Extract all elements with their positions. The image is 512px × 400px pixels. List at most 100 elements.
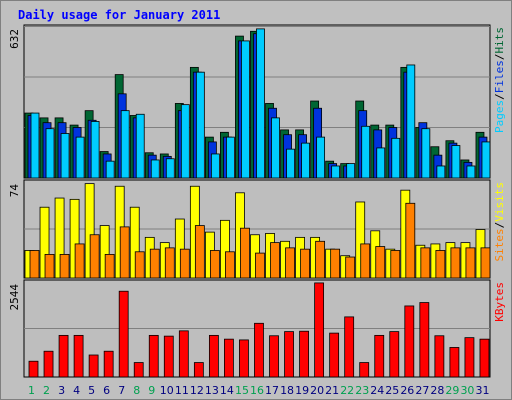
bar-pages-26 bbox=[406, 64, 416, 179]
day-label-25: 25 bbox=[385, 384, 399, 397]
bar-kbytes-14 bbox=[224, 338, 234, 378]
bar-pages-18 bbox=[286, 148, 295, 179]
bar-pages-24 bbox=[376, 147, 386, 179]
day-label-9: 9 bbox=[148, 384, 155, 397]
day-label-14: 14 bbox=[220, 384, 234, 397]
day-label-24: 24 bbox=[370, 384, 384, 397]
bar-sites-31 bbox=[480, 247, 491, 279]
bar-kbytes-4 bbox=[73, 334, 84, 378]
bar-sites-20 bbox=[315, 240, 326, 279]
bar-pages-15 bbox=[241, 40, 250, 179]
bar-pages-7 bbox=[120, 110, 130, 179]
bar-kbytes-27 bbox=[419, 302, 430, 378]
bar-kbytes-21 bbox=[329, 332, 340, 378]
bar-sites-27 bbox=[420, 247, 431, 279]
day-label-30: 30 bbox=[460, 384, 474, 397]
day-label-7: 7 bbox=[118, 384, 125, 397]
bar-sites-25 bbox=[390, 250, 401, 279]
bar-sites-23 bbox=[360, 243, 371, 279]
bar-visits-14 bbox=[220, 219, 230, 279]
bar-pages-19 bbox=[301, 142, 310, 179]
day-label-11: 11 bbox=[175, 384, 189, 397]
panel-middle: 74 Sites/Visits bbox=[8, 179, 506, 279]
day-label-27: 27 bbox=[415, 384, 429, 397]
bar-sites-19 bbox=[300, 248, 310, 279]
series-pages bbox=[30, 28, 491, 179]
legend-item-kbytes: KBytes bbox=[493, 282, 506, 322]
bar-kbytes-7 bbox=[118, 290, 129, 378]
day-label-31: 31 bbox=[475, 384, 489, 397]
bar-pages-13 bbox=[210, 153, 220, 179]
bar-kbytes-17 bbox=[269, 335, 279, 378]
bar-kbytes-13 bbox=[208, 334, 219, 378]
bar-kbytes-16 bbox=[254, 322, 264, 378]
bar-kbytes-30 bbox=[464, 337, 475, 378]
day-label-4: 4 bbox=[73, 384, 80, 397]
bar-kbytes-10 bbox=[163, 335, 174, 378]
bar-visits-5 bbox=[84, 183, 95, 279]
day-label-13: 13 bbox=[205, 384, 219, 397]
bar-kbytes-3 bbox=[58, 334, 69, 378]
bar-kbytes-19 bbox=[299, 330, 309, 378]
bar-pages-25 bbox=[391, 137, 401, 179]
bar-visits-6 bbox=[99, 225, 110, 279]
bar-sites-16 bbox=[255, 252, 265, 279]
bar-pages-6 bbox=[105, 160, 115, 179]
ymax-label-top: 632 bbox=[8, 29, 21, 49]
day-label-21: 21 bbox=[325, 384, 339, 397]
day-label-16: 16 bbox=[250, 384, 264, 397]
bar-pages-27 bbox=[421, 128, 431, 179]
legend-top: Pages/Files/Hits bbox=[493, 27, 506, 133]
ymax-label-middle: 74 bbox=[8, 184, 21, 198]
legend-item-visits: Visits bbox=[493, 182, 506, 222]
bar-kbytes-22 bbox=[344, 316, 355, 378]
bar-kbytes-25 bbox=[389, 331, 400, 378]
bar-pages-3 bbox=[60, 133, 70, 179]
bar-visits-4 bbox=[69, 198, 80, 279]
bar-kbytes-31 bbox=[479, 338, 490, 378]
bar-kbytes-15 bbox=[239, 339, 249, 378]
chart-title: Daily usage for January 2011 bbox=[18, 8, 220, 22]
day-label-23: 23 bbox=[355, 384, 369, 397]
bar-pages-14 bbox=[226, 136, 235, 179]
bar-kbytes-5 bbox=[88, 354, 99, 378]
day-label-2: 2 bbox=[43, 384, 50, 397]
bar-kbytes-23 bbox=[359, 362, 370, 378]
bar-pages-22 bbox=[346, 163, 356, 179]
bar-pages-12 bbox=[195, 71, 205, 179]
legend-item-pages: Pages bbox=[493, 100, 506, 133]
bar-kbytes-9 bbox=[148, 334, 159, 378]
bar-pages-4 bbox=[75, 136, 85, 179]
day-label-20: 20 bbox=[310, 384, 324, 397]
bar-kbytes-20 bbox=[314, 282, 325, 378]
day-label-15: 15 bbox=[235, 384, 249, 397]
bar-visits-11 bbox=[174, 218, 185, 279]
day-label-3: 3 bbox=[58, 384, 65, 397]
bar-sites-14 bbox=[225, 251, 235, 279]
bar-sites-26 bbox=[405, 202, 416, 279]
bar-visits-3 bbox=[54, 197, 65, 279]
bar-kbytes-28 bbox=[434, 335, 445, 378]
bar-kbytes-11 bbox=[178, 330, 189, 378]
bar-pages-16 bbox=[256, 28, 265, 179]
day-label-5: 5 bbox=[88, 384, 95, 397]
bar-kbytes-29 bbox=[449, 347, 460, 378]
bar-pages-29 bbox=[451, 145, 461, 179]
bar-sites-12 bbox=[194, 225, 205, 279]
ymax-label-bottom: 2544 bbox=[8, 284, 21, 311]
bar-pages-1 bbox=[30, 112, 40, 179]
bar-sites-4 bbox=[74, 243, 85, 279]
bar-pages-21 bbox=[331, 165, 341, 179]
bar-sites-1 bbox=[29, 250, 40, 279]
bar-sites-9 bbox=[149, 248, 160, 279]
bar-kbytes-6 bbox=[103, 350, 114, 378]
bar-kbytes-2 bbox=[43, 350, 54, 378]
bar-sites-30 bbox=[465, 247, 476, 279]
bar-pages-8 bbox=[135, 113, 145, 179]
bar-kbytes-1 bbox=[28, 360, 39, 378]
bar-sites-7 bbox=[119, 226, 130, 279]
bar-pages-9 bbox=[150, 159, 160, 179]
bar-sites-5 bbox=[89, 234, 100, 279]
day-label-8: 8 bbox=[133, 384, 140, 397]
